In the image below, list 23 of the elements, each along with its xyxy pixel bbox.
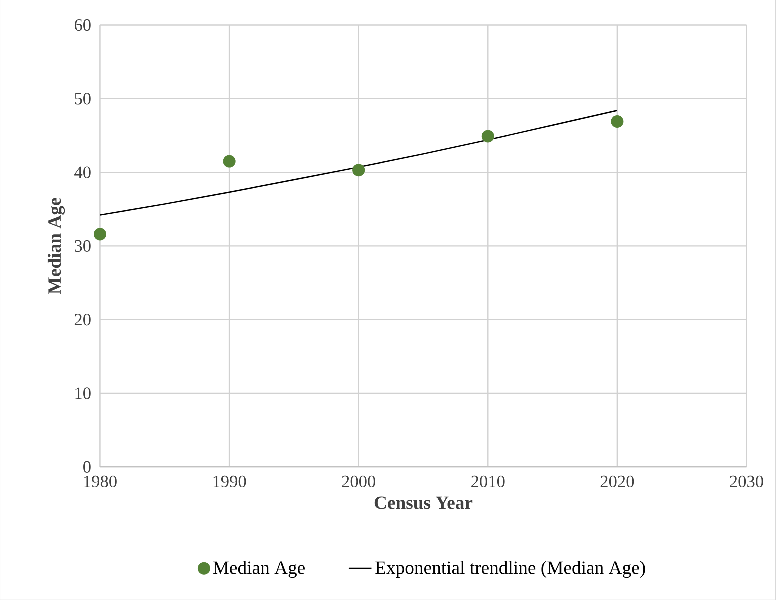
y-tick-label: 60 [74,19,91,31]
legend-label: Median Age [213,560,305,578]
point [94,228,107,241]
x-tick-label: 2020 [600,476,634,488]
y-tick-label: 50 [75,92,91,105]
x-tick-label: 2010 [472,476,505,488]
y-tick-label: 40 [74,166,91,178]
x-tick-label: 1980 [84,476,117,488]
y-tick-label: 10 [76,387,91,400]
x-tick-label: 2030 [730,476,764,488]
point [482,130,494,143]
point [223,155,236,168]
x-tick-label: 1990 [214,476,246,488]
x-axis-title: Census Year [374,496,473,510]
point [352,164,366,176]
y-axis-title: Median Age [48,198,66,294]
y-tick-label: 0 [84,461,91,473]
x-tick-label: 2000 [342,476,376,488]
point [611,115,624,128]
line-series [100,110,618,216]
y-tick-label: 20 [74,314,91,326]
legend-label: Exponential trendline (Median Age) [376,560,646,578]
y-tick-label: 30 [75,240,91,252]
